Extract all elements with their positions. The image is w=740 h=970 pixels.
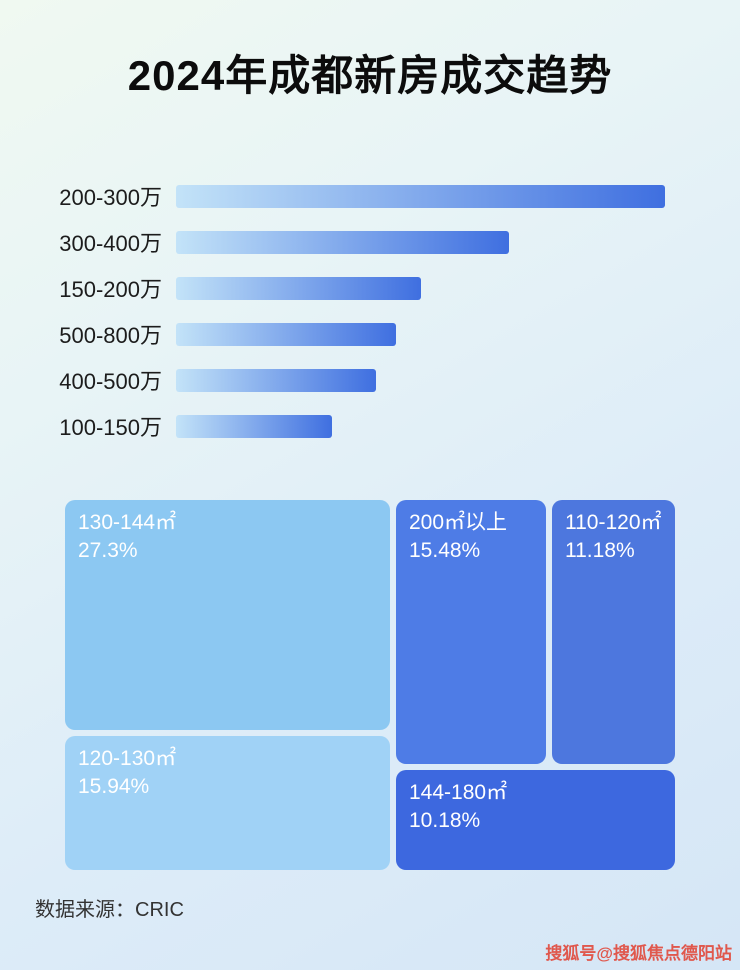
page-title: 2024年成都新房成交趋势 [127, 52, 613, 99]
bar [176, 184, 665, 208]
bar-row: 300-400万 [0, 219, 740, 265]
bar-track [176, 230, 665, 254]
treemap-tile-200-plus: 200㎡以上 15.48% [396, 500, 546, 764]
treemap: 130-144㎡ 27.3% 200㎡以上 15.48% 110-120㎡ 11… [65, 500, 675, 870]
bar [176, 414, 333, 438]
bar-row: 200-300万 [0, 173, 740, 219]
tile-label: 130-144㎡ [78, 511, 177, 534]
tile-value: 15.94% [78, 775, 150, 799]
bar-row: 150-200万 [0, 265, 740, 311]
tile-label: 200㎡以上 [409, 511, 508, 534]
bar-track [176, 276, 665, 300]
bar-category-label: 200-300万 [59, 185, 162, 210]
bar-track [176, 368, 665, 392]
treemap-tile-144-180: 144-180㎡ 10.18% [396, 770, 675, 870]
bar [176, 368, 377, 392]
treemap-tile-120-130: 120-130㎡ 15.94% [65, 736, 390, 870]
watermark: 搜狐号@搜狐焦点德阳站 [545, 944, 732, 963]
bar-category-label: 150-200万 [59, 277, 162, 302]
tile-value: 27.3% [78, 539, 138, 563]
data-source-label: 数据来源：CRIC [35, 899, 184, 921]
bar-row: 100-150万 [0, 403, 740, 449]
tile-label: 110-120㎡ [565, 511, 662, 534]
bar-category-label: 400-500万 [59, 369, 162, 394]
tile-value: 15.48% [409, 539, 481, 563]
tile-label: 144-180㎡ [409, 781, 508, 804]
bar-track [176, 414, 665, 438]
bar [176, 322, 397, 346]
treemap-tile-110-120: 110-120㎡ 11.18% [552, 500, 675, 764]
bar [176, 230, 509, 254]
bar-row: 500-800万 [0, 311, 740, 357]
bar [176, 276, 421, 300]
bar-category-label: 300-400万 [59, 231, 162, 256]
bar-category-label: 500-800万 [59, 323, 162, 348]
bar-track [176, 322, 665, 346]
bar-chart: 200-300万 300-400万 150-200万 500-800万 400-500万… [0, 173, 740, 449]
tile-value: 10.18% [409, 809, 481, 833]
tile-value: 11.18% [565, 539, 635, 563]
bar-row: 400-500万 [0, 357, 740, 403]
bar-track [176, 184, 665, 208]
tile-label: 120-130㎡ [78, 747, 177, 770]
treemap-tile-130-144: 130-144㎡ 27.3% [65, 500, 390, 730]
bar-category-label: 100-150万 [59, 415, 162, 440]
